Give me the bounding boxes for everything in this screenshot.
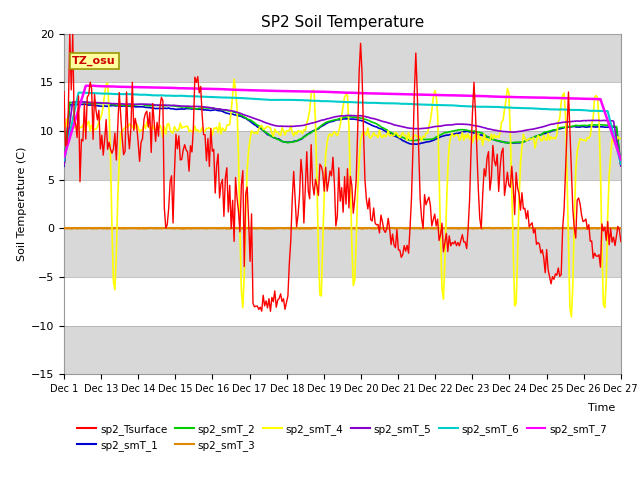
Title: SP2 Soil Temperature: SP2 Soil Temperature <box>260 15 424 30</box>
Bar <box>64 131 621 180</box>
Legend: sp2_Tsurface, sp2_smT_1, sp2_smT_2, sp2_smT_3, sp2_smT_4, sp2_smT_5, sp2_smT_6, : sp2_Tsurface, sp2_smT_1, sp2_smT_2, sp2_… <box>77 424 607 451</box>
Bar <box>64 277 621 326</box>
Bar <box>64 82 621 131</box>
Bar <box>64 326 621 374</box>
Bar <box>64 228 621 277</box>
Bar <box>64 34 621 82</box>
Text: Time: Time <box>588 403 615 413</box>
Y-axis label: Soil Temperature (C): Soil Temperature (C) <box>17 147 27 261</box>
Text: TZ_osu: TZ_osu <box>72 56 116 66</box>
Bar <box>64 180 621 228</box>
